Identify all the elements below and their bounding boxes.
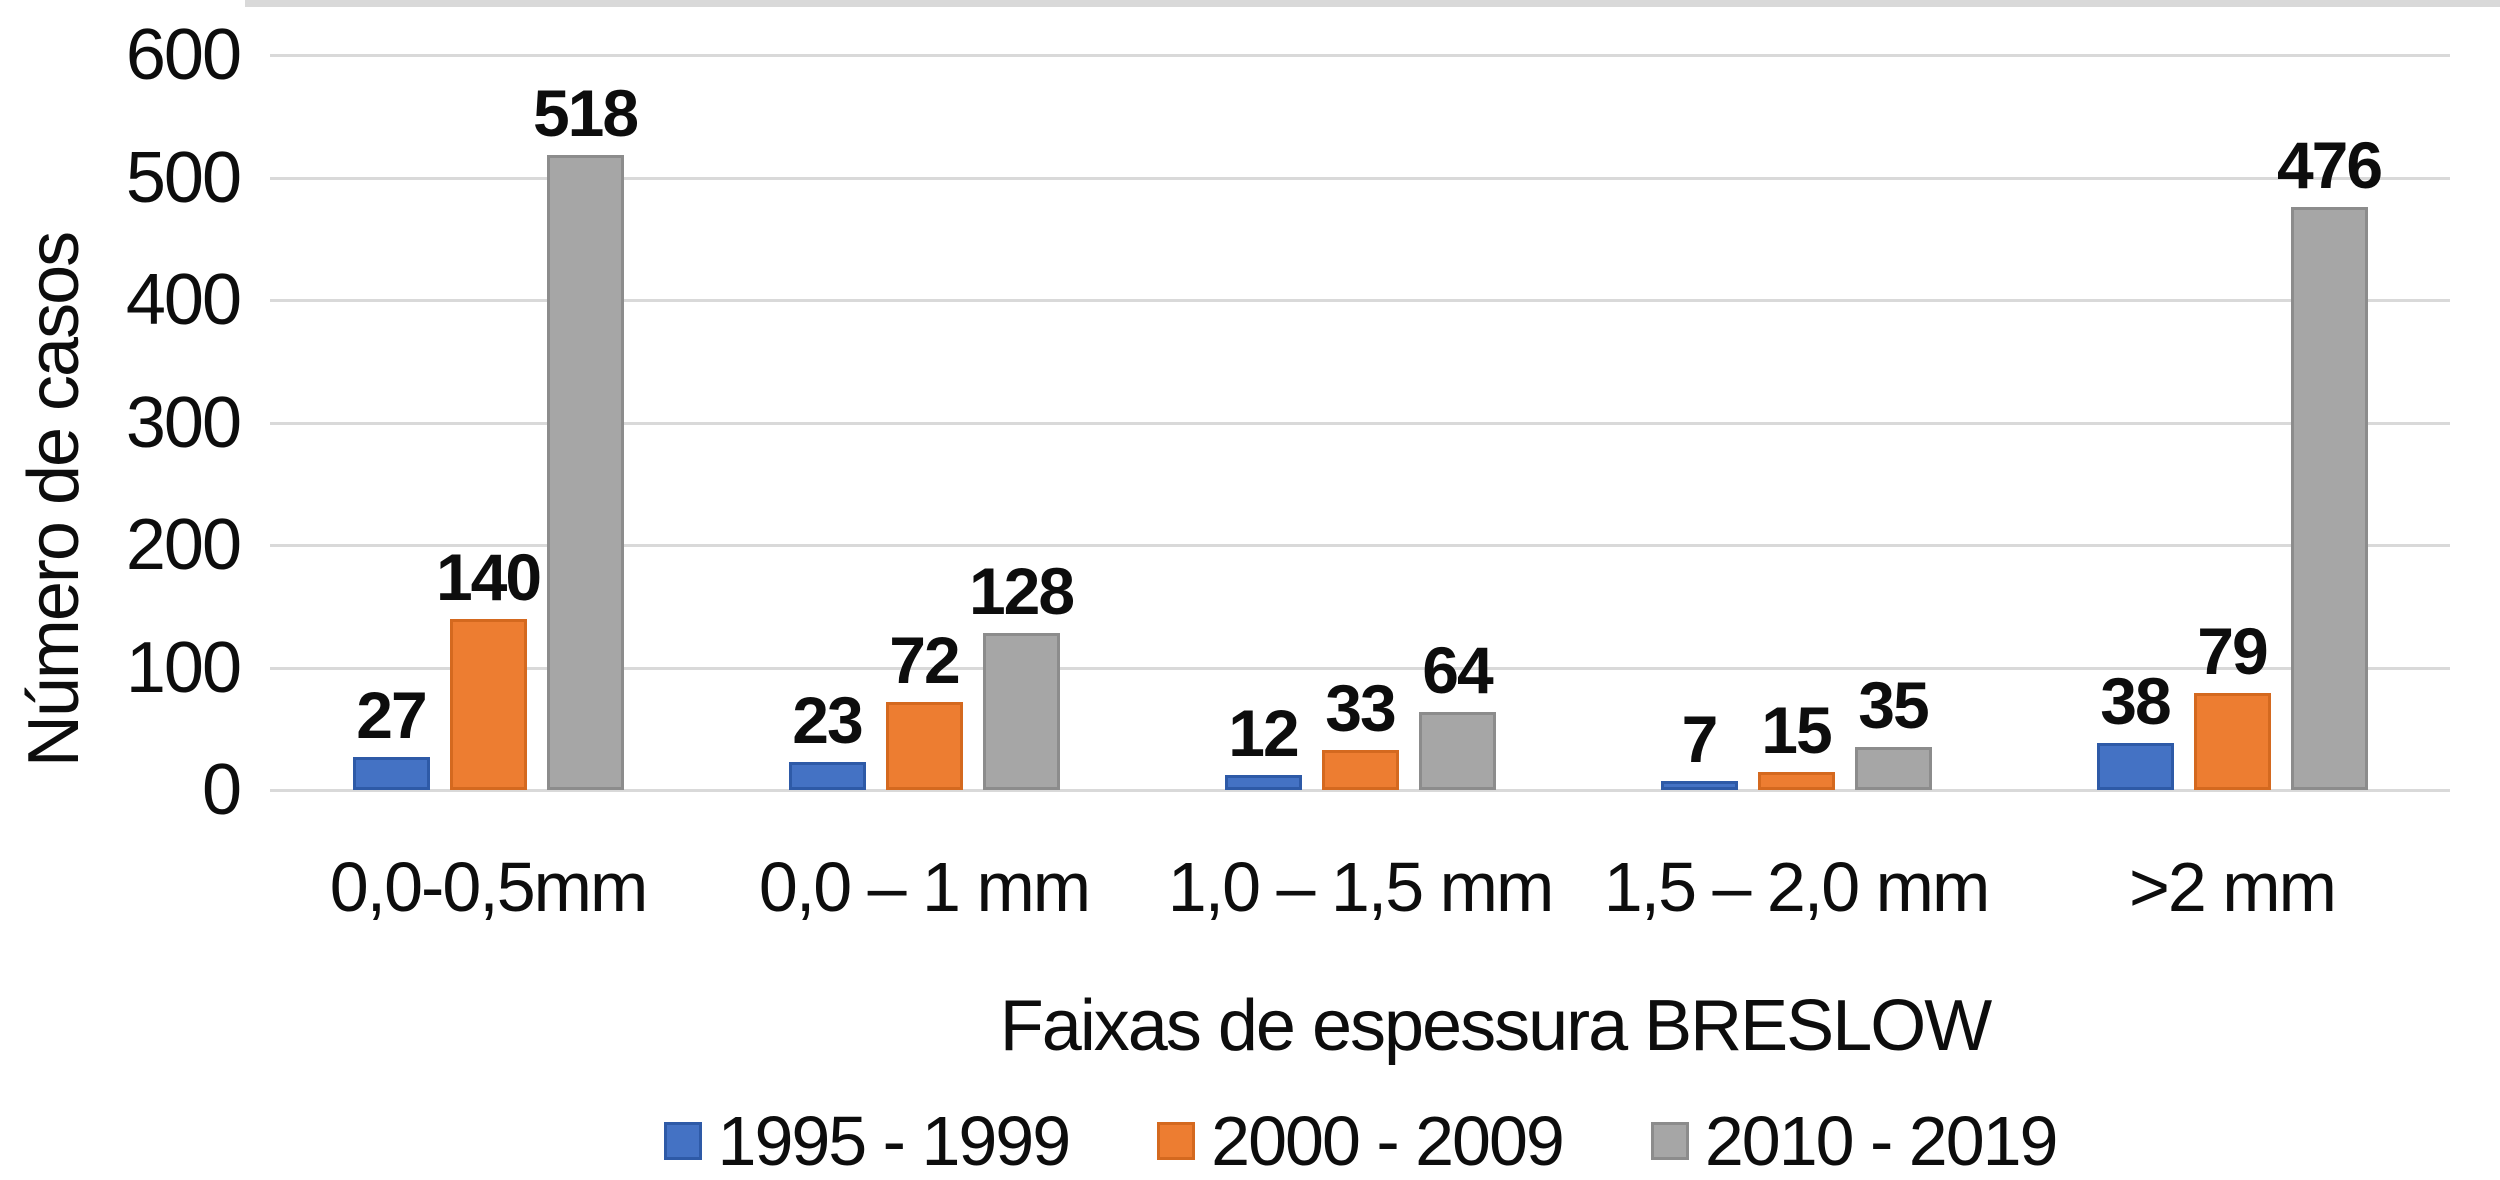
bar-2000-2009-cat2: 72 [885, 627, 963, 790]
bar-value-label: 35 [1858, 668, 1929, 743]
bar-group-2: 23 72 128 [706, 55, 1142, 790]
legend-item-2010-2019: 2010 - 2019 [1650, 1102, 2059, 1180]
gridline-0 [270, 789, 2450, 792]
bar-1995-1999-cat5: 38 [2096, 668, 2174, 790]
bar-1995-1999-cat1: 27 [352, 682, 430, 790]
category-label-4: 1,5 – 2,0 mm [1603, 848, 1991, 926]
category-label-3: 1,0 – 1,5 mm [1167, 848, 1555, 926]
chart-legend: 1995 - 1999 2000 - 2009 2010 - 2019 [270, 1106, 2450, 1176]
bar-2000-2009-cat5: 79 [2193, 618, 2271, 790]
bar-2010-2019-cat4: 35 [1854, 672, 1932, 790]
legend-label: 2010 - 2019 [1704, 1102, 2059, 1180]
bar-value-label: 27 [356, 677, 427, 752]
bar-2000-2009-cat4: 15 [1757, 697, 1835, 790]
y-tick-label-500: 500 [125, 137, 242, 218]
y-tick-label-400: 400 [125, 260, 242, 340]
bar-value-label: 12 [1228, 696, 1299, 771]
legend-swatch-icon [1650, 1122, 1689, 1160]
gridline-100 [270, 666, 2450, 670]
bar-2000-2009-cat1: 140 [436, 544, 542, 790]
category-label-1: 0,0-0,5mm [329, 848, 649, 926]
category-label-2: 0,0 – 1 mm [758, 848, 1091, 926]
bar-value-label: 140 [435, 539, 542, 614]
y-tick-label-300: 300 [125, 382, 242, 463]
bar-group-1: 27 140 518 [270, 55, 706, 790]
x-axis-title: Faixas de espessura BRESLOW [999, 986, 1992, 1066]
legend-label: 1995 - 1999 [717, 1102, 1072, 1180]
gridline-500 [270, 176, 2450, 180]
legend-item-2000-2009: 2000 - 2009 [1157, 1102, 1565, 1180]
bar-value-label: 7 [1681, 702, 1719, 777]
legend-item-1995-1999: 1995 - 1999 [663, 1102, 1072, 1180]
gridline-600 [270, 54, 2450, 57]
bar-value-label: 38 [2100, 664, 2171, 739]
gridline-300 [270, 421, 2450, 425]
legend-label: 2000 - 2009 [1211, 1102, 1565, 1180]
bar-1995-1999-cat2: 23 [788, 687, 866, 790]
y-tick-label-200: 200 [125, 505, 242, 585]
bar-1995-1999-cat4: 7 [1660, 706, 1738, 790]
y-tick-label-600: 600 [125, 15, 242, 95]
category-label-5: >2 mm [2129, 848, 2337, 926]
bar-2010-2019-cat5: 476 [2277, 132, 2383, 790]
bar-2010-2019-cat1: 518 [533, 80, 639, 790]
bar-value-label: 64 [1422, 632, 1493, 707]
bar-value-label: 476 [2276, 127, 2383, 202]
plot-area: 27 140 518 23 72 128 12 33 64 7 15 35 38 79 476 [270, 54, 2450, 792]
bar-group-5: 38 79 476 [2014, 55, 2450, 790]
y-tick-label-0: 0 [201, 750, 242, 830]
bar-value-label: 72 [889, 622, 960, 697]
bar-group-4: 7 15 35 [1578, 55, 2014, 790]
bar-group-3: 12 33 64 [1142, 55, 1578, 790]
gridline-200 [270, 544, 2450, 547]
bar-value-label: 23 [792, 682, 863, 757]
bar-value-label: 15 [1761, 692, 1832, 767]
bar-2010-2019-cat2: 128 [969, 558, 1075, 790]
bar-value-label: 33 [1325, 670, 1396, 745]
bar-2000-2009-cat3: 33 [1321, 675, 1399, 790]
legend-swatch-icon [1157, 1122, 1196, 1160]
top-edge-artifact [245, 0, 2500, 7]
gridline-400 [270, 299, 2450, 302]
y-tick-label-100: 100 [125, 627, 242, 708]
bar-value-label: 128 [968, 554, 1075, 629]
legend-swatch-icon [663, 1122, 702, 1160]
bar-value-label: 79 [2197, 614, 2268, 689]
bar-value-label: 518 [532, 76, 639, 151]
bar-1995-1999-cat3: 12 [1224, 700, 1302, 790]
bar-2010-2019-cat3: 64 [1418, 637, 1496, 790]
